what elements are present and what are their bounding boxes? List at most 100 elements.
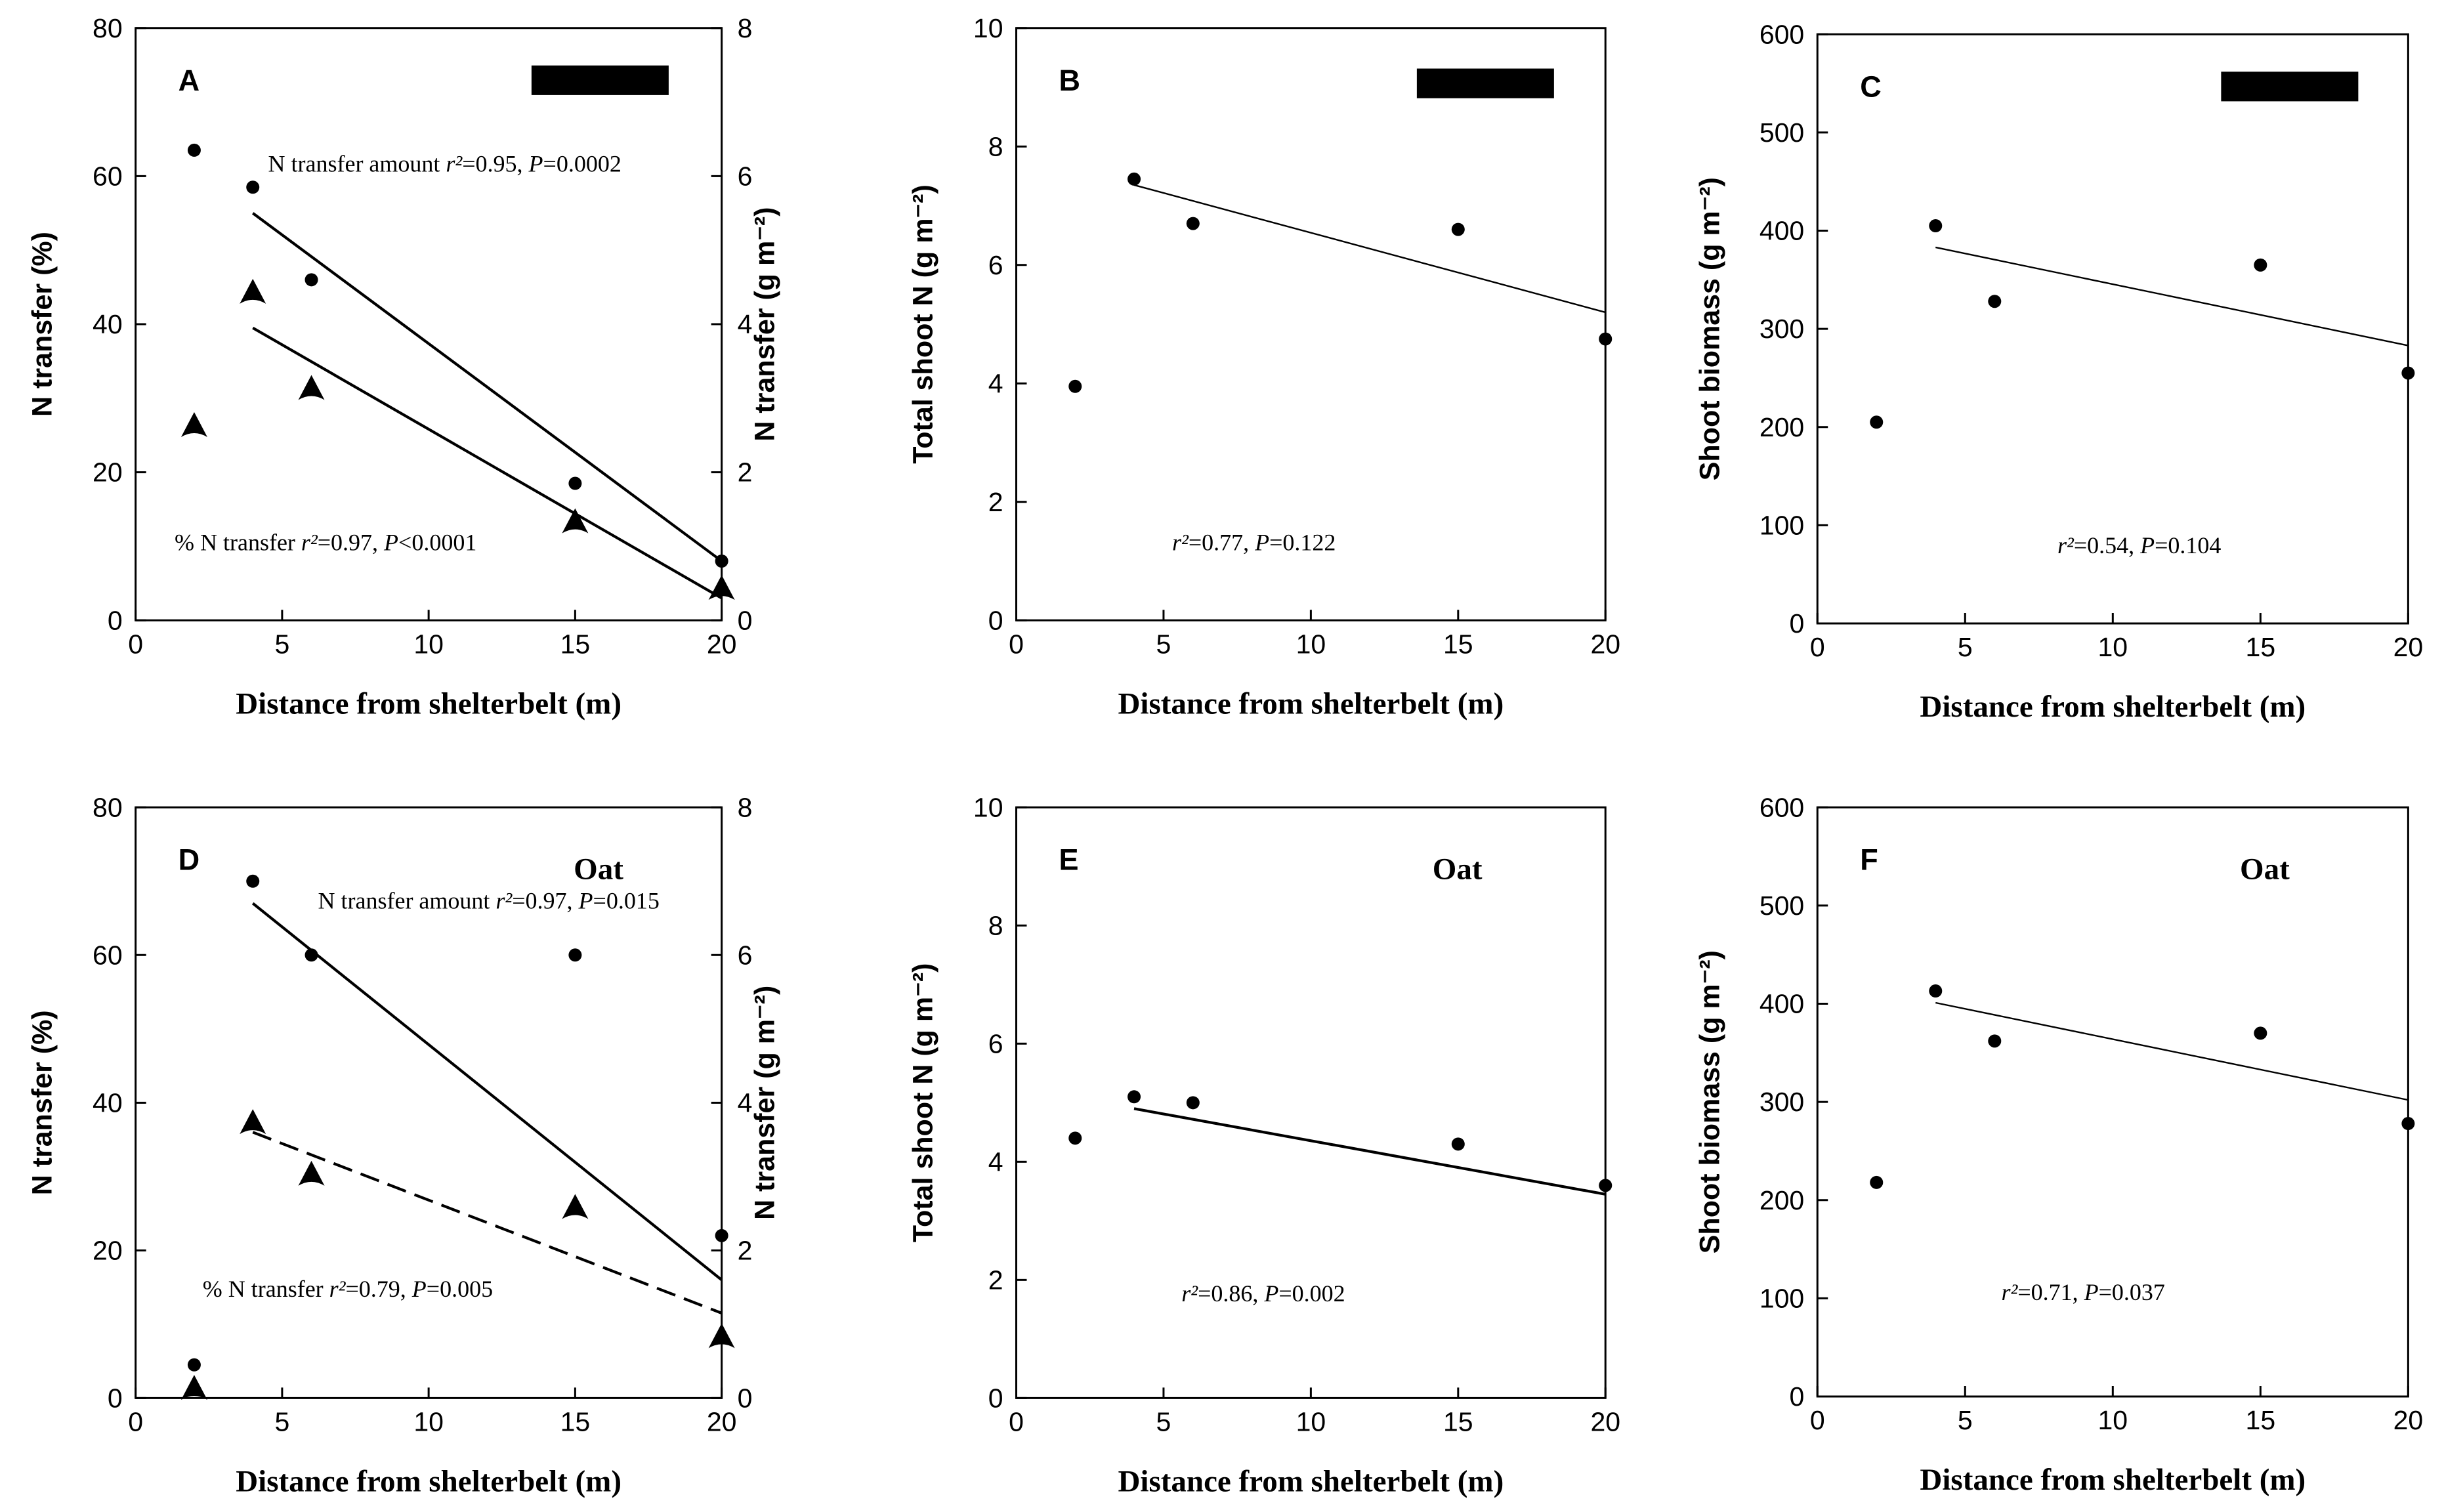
panel-d-fit-line-main [251,902,723,1281]
panel-d-annotation: % N transfer r²=0.79, P=0.005 [203,1276,493,1302]
panel-f-frame [1816,806,2409,1398]
panel-a-point [568,476,582,490]
panel-f-point [1988,1034,2002,1048]
panel-a-y2tick-label: 2 [738,457,753,488]
panel-e-xtick-label: 5 [1156,1406,1171,1437]
panel-d-ytick-label: 60 [93,940,123,970]
panel-a-ytick-label: 0 [108,605,123,635]
panel-f-ytick-label: 500 [1759,891,1804,921]
panel-d-fit-line-percent [252,1131,723,1314]
panel-c-xtick-label: 15 [2246,632,2276,662]
panel-f-fit-line-main [1935,1001,2409,1101]
panel-e-point [1127,1090,1141,1104]
panel-b-ylabel: Total shoot N (g m⁻²) [908,184,939,464]
panel-f-point [1870,1175,1884,1189]
panel-c-ytick-label: 0 [1789,608,1804,639]
panel-a-xtick-label: 15 [560,629,591,659]
panel-a-y2tick-label: 4 [738,309,753,339]
panel-c-legend-bar [2221,72,2359,102]
panel-e-xtick-label: 15 [1443,1406,1473,1437]
panel-e-point [1068,1131,1082,1145]
panel-a-ylabel: N transfer (%) [27,232,58,417]
panel-d-y2tick-label: 4 [738,1087,753,1118]
panel-b-annotation: r²=0.77, P=0.122 [1172,529,1336,555]
panel-e-crop-label: Oat [1433,852,1483,887]
panel-b-point [1068,379,1082,393]
panel-a-point [246,180,260,194]
panel-a-xlabel: Distance from shelterbelt (m) [236,686,622,721]
panel-e-xtick-label: 10 [1296,1406,1326,1437]
panel-e-point [1186,1096,1200,1110]
panel-b-point [1186,217,1200,230]
panel-b-xtick-label: 5 [1156,629,1171,659]
panel-d-point [246,874,260,888]
panel-f-xtick-label: 10 [2098,1405,2128,1435]
panel-b: 0 5 10 15 20 0 2 4 6 8 10 Distance from shelterbelt… [908,13,1621,721]
panel-a-triangle-point [298,375,325,400]
panel-b-xtick-label: 0 [1009,629,1024,659]
panel-a-letter: A [179,64,200,97]
panel-b-ytick-label: 4 [988,368,1003,398]
panel-e-xtick-label: 20 [1590,1406,1620,1437]
panel-d-y2tick-label: 2 [738,1235,753,1265]
panel-d-y2label: N transfer (g m⁻²) [749,986,781,1220]
panel-d-xtick-label: 0 [128,1406,143,1437]
panel-a-triangle-point [562,508,589,534]
panel-d-triangle-point [562,1194,589,1219]
panel-b-xtick-label: 10 [1296,629,1326,659]
panel-d-ytick-label: 40 [93,1087,123,1118]
panel-d-triangle-point [240,1109,266,1135]
panel-e-ylabel: Total shoot N (g m⁻²) [908,963,939,1243]
panel-a-fit-line-percent [252,326,723,600]
panel-d-ytick-label: 20 [93,1235,123,1265]
panel-f-xtick-label: 20 [2393,1405,2424,1435]
panel-e-point [1451,1137,1465,1151]
panel-c-ytick-label: 100 [1759,510,1804,540]
panel-d-y2tick-label: 8 [738,792,753,822]
panel-a-y2tick-label: 6 [738,161,753,191]
panel-e-ytick-label: 4 [988,1146,1003,1177]
panel-c-ytick-label: 600 [1759,19,1804,49]
panel-a-point [305,273,318,287]
panel-c-ytick-label: 400 [1759,216,1804,246]
panel-d-ylabel: N transfer (%) [27,1010,58,1195]
panel-b-xlabel: Distance from shelterbelt (m) [1118,686,1504,721]
panel-a-triangle-point [240,278,266,304]
panel-d-xtick-label: 10 [413,1406,444,1437]
panel-a-y2tick-label: 0 [738,605,753,635]
panel-d-ytick-label: 0 [108,1383,123,1413]
panel-e-ytick-label: 8 [988,910,1003,940]
panel-f-ytick-label: 100 [1759,1283,1804,1313]
panel-d-xtick-label: 15 [560,1406,591,1437]
panel-b-xtick-label: 20 [1590,629,1620,659]
panel-e-frame [1015,806,1607,1399]
panel-c-ytick-label: 200 [1759,412,1804,442]
panel-b-legend-bar [1416,68,1554,98]
panel-a-point [187,143,201,157]
panel-d-letter: D [179,843,200,876]
panel-d-ytick-label: 80 [93,792,123,822]
panel-f-point [2254,1026,2267,1040]
panel-a-xtick-label: 20 [707,629,737,659]
panel-f-ytick-label: 300 [1759,1087,1804,1117]
panel-a-xtick-label: 5 [274,629,289,659]
panel-c-xtick-label: 20 [2393,632,2424,662]
panel-c-xtick-label: 10 [2098,632,2128,662]
panel-f-ytick-label: 400 [1759,989,1804,1019]
panel-b-ytick-label: 2 [988,487,1003,517]
panel-a-annotation: N transfer amount r²=0.95, P=0.0002 [268,150,622,177]
panel-e-ytick-label: 0 [988,1383,1003,1413]
panel-d-point [187,1358,201,1372]
panel-b-ytick-label: 8 [988,131,1003,161]
panel-c-xtick-label: 0 [1810,632,1825,662]
panel-e-ytick-label: 2 [988,1265,1003,1295]
panel-d-triangle-point [298,1160,325,1186]
panel-c-ylabel: Shoot biomass (g m⁻²) [1694,177,1725,480]
panel-f-point [1929,984,1943,998]
panel-f-ytick-label: 0 [1789,1381,1804,1412]
panel-c-xtick-label: 5 [1958,632,1973,662]
panel-c-point [1988,295,2002,308]
panel-b-point [1127,172,1141,186]
